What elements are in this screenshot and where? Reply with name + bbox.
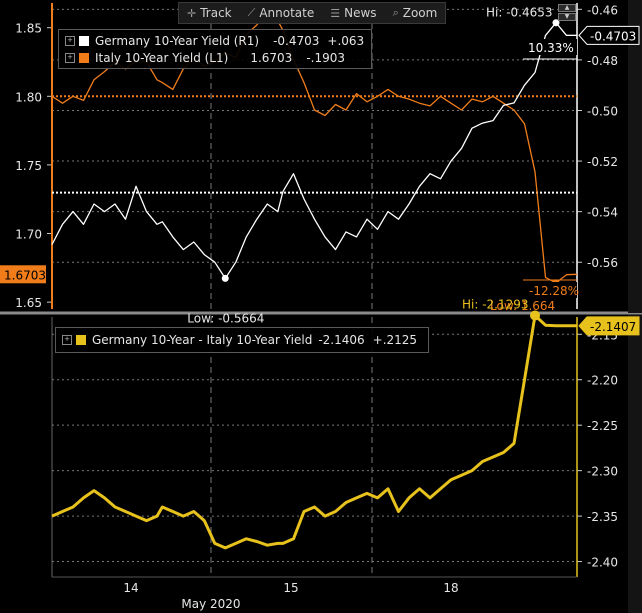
high-point-marker-spread xyxy=(530,310,540,321)
last-value-tag-spread xyxy=(578,316,640,336)
zoom-label: Zoom xyxy=(402,6,438,20)
annotation-hi-germany: Hi: -0.4653 xyxy=(486,6,553,20)
annotation-low-germany: Low: -0.5664 xyxy=(187,311,264,325)
last-value-text-italy: 1.6703 xyxy=(4,268,46,282)
pct-box-italy xyxy=(527,282,577,298)
legend-change-germany: +.063 xyxy=(327,33,365,48)
track-label: Track xyxy=(200,6,232,20)
series-line-spread xyxy=(51,314,577,550)
legend-name-italy: Italy 10-Year Yield (L1) xyxy=(95,50,229,65)
magnifier-icon: ⌕ xyxy=(392,6,399,19)
last-value-tag-italy xyxy=(0,265,46,284)
right-axis-tick-label: -2.25 xyxy=(587,419,618,433)
annotation-hi-spread: Hi: -2.1293 xyxy=(462,297,529,311)
right-axis-tick-label: -2.40 xyxy=(587,556,618,570)
bottom-plot-area xyxy=(52,317,577,577)
right-axis-tick-label: -2.30 xyxy=(587,465,618,479)
annotation-pct-italy: -12.28% xyxy=(529,284,579,298)
axis-scroll-buttons: ▲ ▼ xyxy=(558,4,576,21)
pct-box-germany xyxy=(525,39,577,55)
right-axis-tick-label: -0.52 xyxy=(587,155,618,169)
legend-swatch-spread xyxy=(76,335,86,345)
legend-toggle-icon[interactable]: + xyxy=(65,35,75,46)
annotation-pct-germany: 10.33% xyxy=(528,41,574,55)
x-axis-tick-label: 15 xyxy=(283,581,298,595)
last-value-text-spread: -2.1407 xyxy=(590,320,636,334)
annotation-low-italy: Low: 1.664 xyxy=(490,299,555,313)
legend-row-italy[interactable]: + Italy 10-Year Yield (L1) 1.6703 -.1903 xyxy=(59,49,371,66)
legend-value-italy: 1.6703 xyxy=(250,50,293,65)
last-value-tag-germany xyxy=(578,25,640,45)
right-axis-tick-label: -0.48 xyxy=(587,54,618,68)
left-axis-tick-label: 1.65 xyxy=(15,296,42,310)
pencil-icon: ⟋ xyxy=(247,6,256,19)
scroll-up-button[interactable]: ▲ xyxy=(558,4,576,12)
legend-name-germany: Germany 10-Year Yield (R1) xyxy=(95,33,260,48)
left-axis-tick-label: 1.70 xyxy=(15,228,42,242)
annotate-button[interactable]: ⟋ Annotate xyxy=(240,3,323,23)
right-margin-bottom xyxy=(628,315,642,613)
left-axis-tick-label: 1.85 xyxy=(15,22,42,36)
legend-toggle-icon[interactable]: + xyxy=(62,335,72,345)
right-axis-tick-label: -0.56 xyxy=(587,256,618,270)
low-point-marker-germany xyxy=(221,274,229,282)
legend-name-spread: Germany 10-Year - Italy 10-Year Yield xyxy=(92,333,313,347)
legend-value-spread: -2.1406 xyxy=(318,333,365,347)
legend-change-spread: +.2125 xyxy=(372,333,418,347)
news-button[interactable]: ☰ News xyxy=(322,3,384,23)
legend-change-italy: -.1903 xyxy=(306,50,345,65)
left-axis-tick-label: 1.80 xyxy=(15,90,42,104)
right-axis-tick-label: -2.35 xyxy=(587,510,618,524)
series-line-germany xyxy=(51,22,577,280)
chart-toolbar: ✛ Track ⟋ Annotate ☰ News ⌕ Zoom xyxy=(178,2,447,24)
legend-swatch-germany xyxy=(79,35,89,46)
legend-row-germany[interactable]: + Germany 10-Year Yield (R1) -0.4703 +.0… xyxy=(59,32,371,49)
right-axis-tick-label: -0.50 xyxy=(587,104,618,118)
right-axis-tick-label: -0.54 xyxy=(587,206,618,220)
bottom-legend[interactable]: + Germany 10-Year - Italy 10-Year Yield … xyxy=(55,327,429,353)
scroll-down-button[interactable]: ▼ xyxy=(558,13,576,21)
news-icon: ☰ xyxy=(330,6,341,20)
right-margin-top xyxy=(628,0,642,313)
crosshair-icon: ✛ xyxy=(187,6,197,20)
legend-swatch-italy xyxy=(79,52,89,63)
x-axis-tick-label: 18 xyxy=(443,581,458,595)
last-value-text-germany: -0.4703 xyxy=(590,29,636,43)
x-axis-tick-label: 14 xyxy=(123,581,138,595)
top-legend[interactable]: + Germany 10-Year Yield (R1) -0.4703 +.0… xyxy=(58,29,372,69)
legend-value-germany: -0.4703 xyxy=(273,33,320,48)
annotate-label: Annotate xyxy=(259,6,315,20)
news-label: News xyxy=(344,6,377,20)
track-button[interactable]: ✛ Track xyxy=(179,3,240,23)
legend-row-spread[interactable]: + Germany 10-Year - Italy 10-Year Yield … xyxy=(56,330,428,350)
right-axis-tick-label: -0.46 xyxy=(587,3,618,17)
right-axis-tick-label: -2.20 xyxy=(587,374,618,388)
x-axis-period-label: May 2020 xyxy=(181,597,240,611)
legend-toggle-icon[interactable]: + xyxy=(65,52,75,63)
zoom-button[interactable]: ⌕ Zoom xyxy=(385,3,446,23)
high-point-marker-germany xyxy=(552,19,560,27)
left-axis-tick-label: 1.75 xyxy=(15,159,42,173)
